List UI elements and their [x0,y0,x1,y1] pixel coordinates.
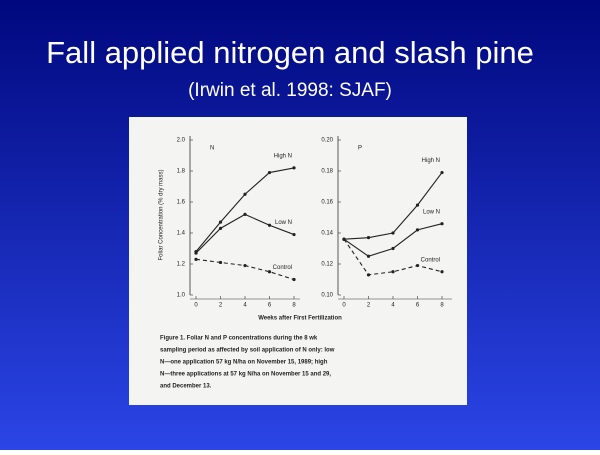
series-label: High N [422,158,440,164]
series-label: Control [421,257,440,263]
y-tick-label: 0.16 [321,200,333,206]
data-point [194,257,198,261]
y-tick-label: 0.10 [321,293,333,299]
x-tick-label: 2 [219,303,223,309]
data-point [267,223,272,227]
y-tick-label: 1.2 [177,262,186,268]
data-point [415,228,420,232]
data-point [267,170,272,175]
data-point [292,277,296,282]
caption-line: sampling period as affected by soil appl… [160,348,335,354]
data-point [391,270,395,274]
panel-title: N [210,146,214,152]
data-point [366,236,371,240]
x-axis-label: Weeks after First Fertilization [258,316,342,322]
x-tick-label: 2 [367,303,371,309]
data-point [292,232,296,237]
x-tick-label: 8 [292,303,296,309]
data-point [267,270,272,274]
caption-line: and December 13. [160,384,212,390]
charts: Figure 1. Foliar N and P concentrations … [160,136,452,390]
panel-title: P [358,146,362,152]
y-tick-label: 1.6 [177,200,186,206]
series-label: Control [273,265,292,271]
data-point [440,222,444,226]
x-tick-label: 4 [391,303,395,309]
data-point [194,251,198,255]
slide-title: Fall applied nitrogen and slash pine [46,35,534,70]
x-tick-label: 8 [440,303,444,309]
data-point [366,254,371,258]
y-tick-label: 0.12 [321,262,333,268]
x-tick-label: 6 [416,303,420,309]
caption-line: N—one application 57 kg N/ha on November… [160,360,328,366]
data-point [415,263,420,268]
slide-subtitle: (Irwin et al. 1998: SJAF) [188,80,392,101]
series-label: High N [274,153,292,159]
data-point [243,212,247,216]
data-point [366,273,371,277]
data-point [218,260,223,265]
x-tick-label: 4 [243,303,247,309]
data-point [440,170,444,175]
caption-line: Figure 1. Foliar N and P concentrations … [160,336,318,342]
data-point [391,231,395,235]
data-point [243,263,247,268]
y-tick-label: 0.18 [321,169,333,175]
y-tick-label: 1.8 [177,169,186,175]
data-point [218,220,223,224]
data-point [243,192,247,196]
y-tick-label: 1.0 [177,293,186,299]
data-point [342,237,346,241]
figure-panel [129,117,467,405]
y-tick-label: 0.14 [321,231,333,237]
y-tick-label: 1.4 [177,231,186,237]
caption-line: N—three applications at 57 kg N/ha on No… [160,372,331,378]
y-axis-label: Foliar Concentration (% dry mass) [159,169,165,260]
x-tick-label: 0 [194,303,198,309]
y-tick-label: 2.0 [177,138,186,144]
data-point [440,270,444,274]
data-point [415,203,420,207]
series-label: Low N [423,209,440,215]
data-point [391,246,395,251]
data-point [292,166,296,170]
series-label: Low N [275,220,292,226]
x-tick-label: 6 [268,303,272,309]
series-line [343,238,443,276]
y-tick-label: 0.20 [321,138,333,144]
data-point [218,226,223,230]
x-tick-label: 0 [342,303,346,309]
